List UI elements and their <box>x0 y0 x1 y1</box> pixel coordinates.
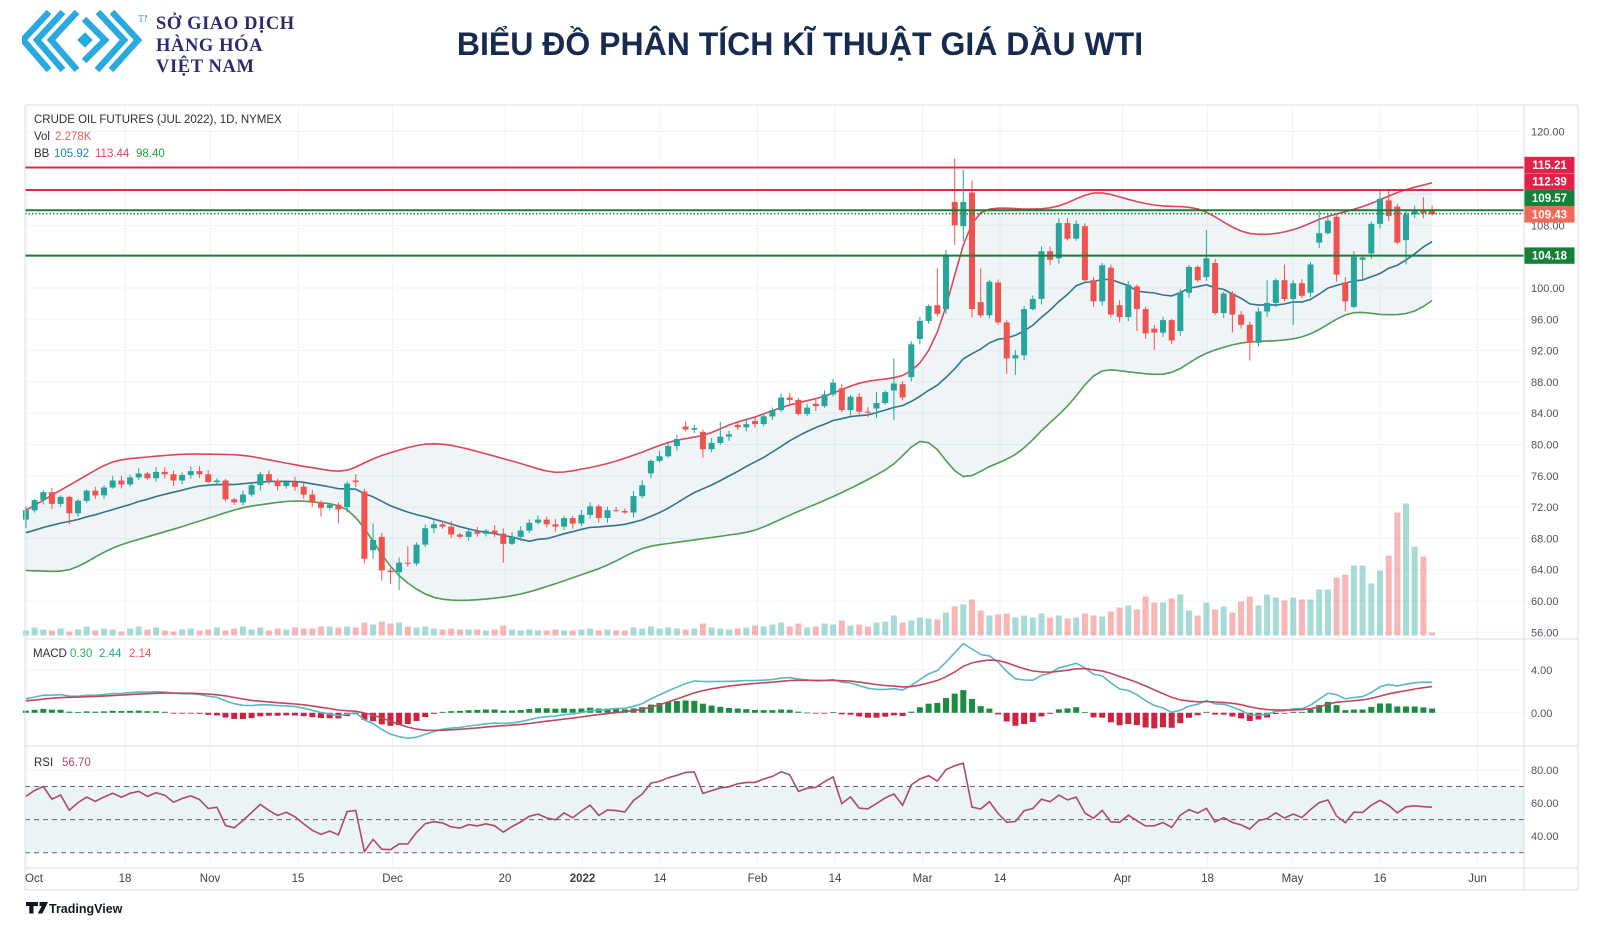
svg-text:14: 14 <box>654 873 667 885</box>
svg-text:92.00: 92.00 <box>1531 346 1559 358</box>
svg-text:96.00: 96.00 <box>1531 314 1559 326</box>
svg-text:Nov: Nov <box>200 873 221 885</box>
svg-text:40.00: 40.00 <box>1531 831 1559 843</box>
svg-text:80.00: 80.00 <box>1531 765 1559 777</box>
svg-text:60.00: 60.00 <box>1531 596 1559 608</box>
svg-text:60.00: 60.00 <box>1531 798 1559 810</box>
svg-text:88.00: 88.00 <box>1531 377 1559 389</box>
svg-text:104.18: 104.18 <box>1532 251 1568 263</box>
svg-text:RSI: RSI <box>34 757 53 769</box>
svg-text:20: 20 <box>499 873 512 885</box>
svg-text:68.00: 68.00 <box>1531 533 1559 545</box>
svg-text:115.21: 115.21 <box>1532 160 1567 172</box>
svg-text:May: May <box>1282 873 1304 885</box>
svg-text:0.30: 0.30 <box>70 648 92 660</box>
svg-text:Dec: Dec <box>382 873 403 885</box>
svg-text:18: 18 <box>119 873 132 885</box>
svg-text:112.39: 112.39 <box>1532 177 1567 189</box>
svg-text:CRUDE OIL FUTURES (JUL 2022),: CRUDE OIL FUTURES (JUL 2022), 1D, NYMEX <box>34 114 282 126</box>
svg-text:80.00: 80.00 <box>1531 440 1559 452</box>
svg-text:109.43: 109.43 <box>1532 209 1567 221</box>
svg-text:72.00: 72.00 <box>1531 502 1559 514</box>
svg-text:120.00: 120.00 <box>1531 127 1565 139</box>
svg-text:2.44: 2.44 <box>99 648 122 660</box>
svg-text:56.70: 56.70 <box>62 757 91 769</box>
svg-text:76.00: 76.00 <box>1531 471 1559 483</box>
svg-text:Oct: Oct <box>25 873 44 885</box>
svg-text:108.00: 108.00 <box>1531 220 1565 232</box>
svg-text:Jun: Jun <box>1468 873 1487 885</box>
svg-text:2022: 2022 <box>570 873 596 885</box>
svg-text:0.00: 0.00 <box>1531 708 1552 720</box>
svg-text:TradingView: TradingView <box>49 902 123 916</box>
svg-text:16: 16 <box>1374 873 1387 885</box>
svg-text:98.40: 98.40 <box>136 148 165 160</box>
svg-text:84.00: 84.00 <box>1531 408 1559 420</box>
svg-text:TM: TM <box>138 14 147 25</box>
svg-text:15: 15 <box>292 873 305 885</box>
svg-text:109.57: 109.57 <box>1532 193 1567 205</box>
svg-text:105.92: 105.92 <box>54 148 89 160</box>
svg-text:Apr: Apr <box>1114 873 1132 885</box>
svg-text:2.278K: 2.278K <box>55 131 92 143</box>
svg-text:Mar: Mar <box>913 873 933 885</box>
svg-text:14: 14 <box>994 873 1007 885</box>
svg-text:56.00: 56.00 <box>1531 627 1559 639</box>
svg-text:Vol: Vol <box>34 131 50 143</box>
svg-text:2.14: 2.14 <box>129 648 152 660</box>
svg-text:BB: BB <box>34 148 50 160</box>
svg-text:14: 14 <box>829 873 842 885</box>
svg-text:Feb: Feb <box>748 873 768 885</box>
svg-text:64.00: 64.00 <box>1531 565 1559 577</box>
svg-text:113.44: 113.44 <box>95 148 130 160</box>
svg-text:18: 18 <box>1201 873 1214 885</box>
svg-text:MACD: MACD <box>33 648 67 660</box>
svg-text:4.00: 4.00 <box>1531 665 1552 677</box>
svg-text:100.00: 100.00 <box>1531 283 1565 295</box>
